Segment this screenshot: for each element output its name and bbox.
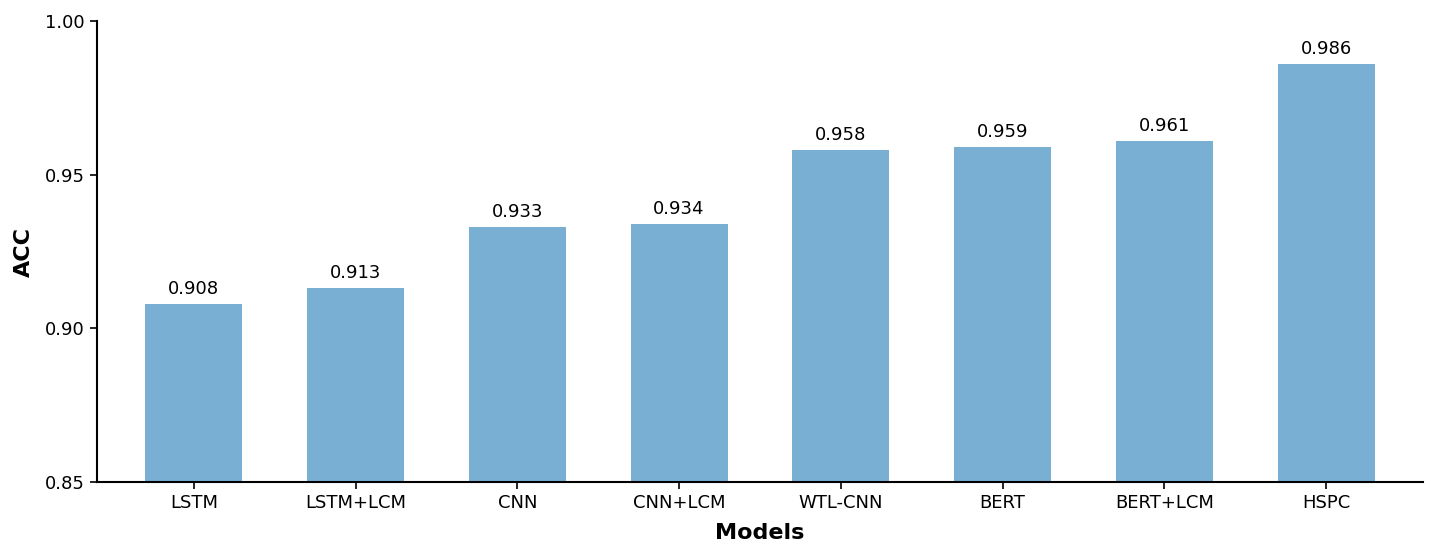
Text: 0.986: 0.986 (1300, 40, 1352, 58)
X-axis label: Models: Models (716, 523, 805, 543)
Text: 0.908: 0.908 (168, 280, 220, 297)
Text: 0.958: 0.958 (815, 126, 867, 144)
Text: 0.959: 0.959 (977, 123, 1029, 141)
Text: 0.934: 0.934 (654, 200, 704, 218)
Text: 0.913: 0.913 (331, 264, 381, 282)
Bar (954, 147, 1050, 482)
Bar (1277, 64, 1375, 482)
Bar (308, 289, 404, 482)
Bar (145, 304, 243, 482)
Bar (1115, 141, 1213, 482)
Text: 0.933: 0.933 (491, 203, 543, 221)
Y-axis label: ACC: ACC (14, 227, 34, 276)
Bar (468, 227, 566, 482)
Text: 0.961: 0.961 (1138, 116, 1190, 135)
Bar (792, 150, 890, 482)
Bar (631, 224, 727, 482)
